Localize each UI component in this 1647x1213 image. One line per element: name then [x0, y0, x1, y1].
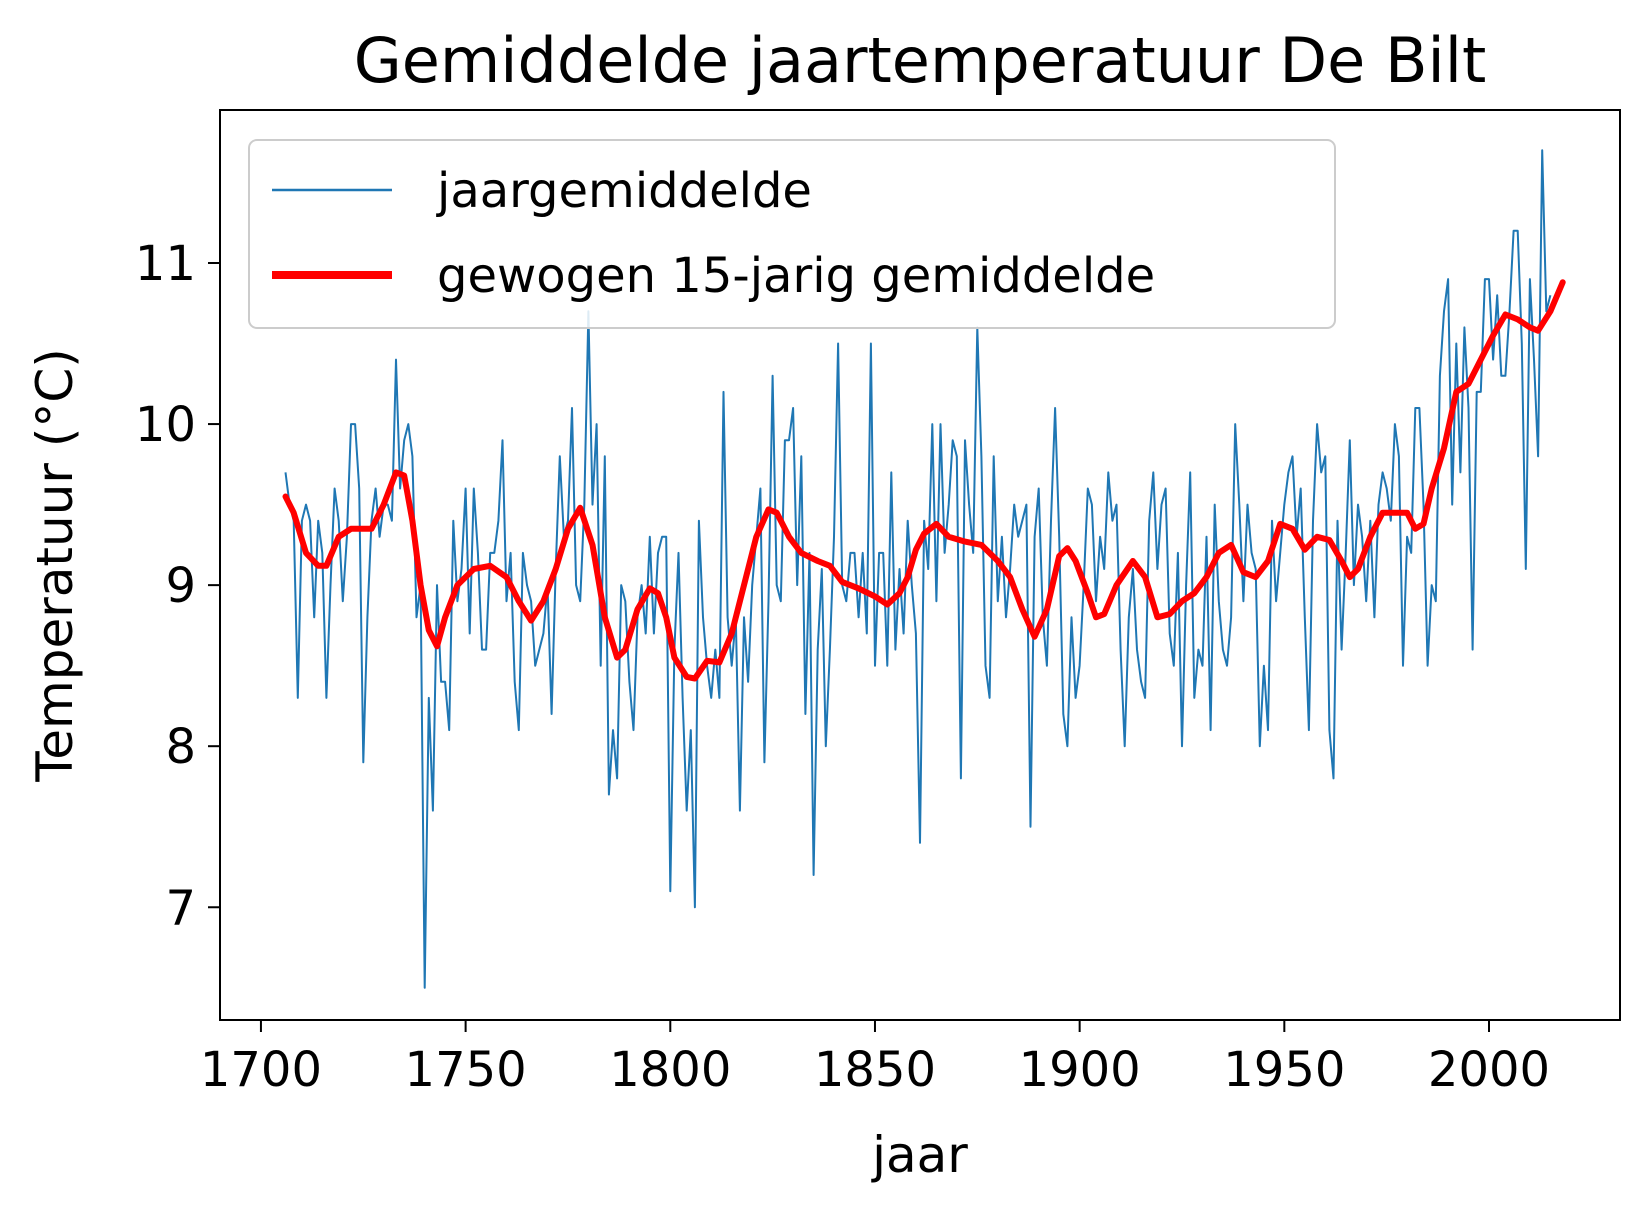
plot-area — [282, 149, 1566, 989]
legend-label-annual: jaargemiddelde — [436, 163, 812, 219]
y-tick-label: 7 — [165, 880, 196, 936]
series-line-jaargemiddelde — [284, 149, 1552, 989]
x-tick-label: 1750 — [405, 1042, 527, 1098]
y-tick-label: 9 — [165, 558, 196, 614]
legend-label-smoothed: gewogen 15-jarig gemiddelde — [437, 248, 1155, 304]
x-tick-label: 1850 — [814, 1042, 936, 1098]
y-tick-label: 11 — [135, 236, 196, 292]
y-axis-label: Temperatuur (°C) — [26, 348, 84, 783]
y-tick-label: 10 — [135, 397, 196, 453]
chart-title: Gemiddelde jaartemperatuur De Bilt — [354, 24, 1487, 97]
plot-frame — [219, 109, 1621, 1021]
series-line-gewogen-gemiddelde — [282, 279, 1566, 682]
y-tick-label: 8 — [165, 719, 196, 775]
x-tick-label: 1700 — [200, 1042, 322, 1098]
x-tick-label: 2000 — [1428, 1042, 1550, 1098]
legend-box — [248, 139, 1336, 329]
x-tick-label: 1950 — [1223, 1042, 1345, 1098]
x-axis-label: jaar — [871, 1126, 968, 1184]
x-axis: 1700 1750 1800 1850 1900 1950 2000 — [200, 1020, 1550, 1098]
y-axis: 7 8 9 10 11 — [135, 236, 220, 936]
x-tick-label: 1800 — [609, 1042, 731, 1098]
x-tick-label: 1900 — [1019, 1042, 1141, 1098]
legend: jaargemiddelde gewogen 15-jarig gemiddel… — [248, 139, 1336, 329]
